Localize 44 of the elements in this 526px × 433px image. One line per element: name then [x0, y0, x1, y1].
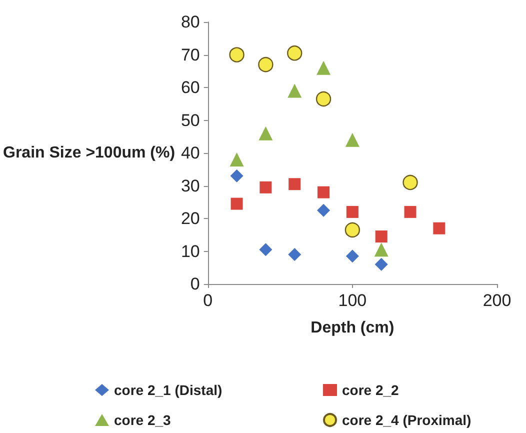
point [374, 242, 388, 257]
legend-label: core 2_4 (Proximal) [342, 412, 472, 428]
y-tick-label: 40 [180, 144, 200, 162]
x-tick-label: 100 [338, 291, 367, 310]
point [346, 250, 359, 263]
y-axis-title: Grain Size >100um (%) [3, 144, 176, 162]
point [230, 198, 243, 210]
legend-label: core 2_1 (Distal) [114, 382, 222, 398]
x-tick-label: 0 [203, 291, 213, 310]
point [258, 126, 273, 140]
y-tick-label: 10 [180, 242, 200, 261]
y-tick-label: 0 [190, 274, 200, 294]
legend-label: core 2_2 [342, 382, 400, 398]
y-tick-label: 70 [180, 45, 200, 64]
legend-label: core 2_3 [114, 412, 172, 428]
point [259, 243, 272, 256]
point [316, 60, 331, 75]
y-tick-label: 30 [180, 176, 200, 196]
point [229, 47, 244, 62]
y-tick-label: 80 [180, 12, 200, 32]
point [402, 174, 418, 190]
point [287, 46, 302, 61]
point [230, 152, 244, 167]
point [288, 178, 301, 190]
point [230, 169, 244, 182]
x-tick-label: 200 [482, 291, 512, 310]
y-tick-label: 50 [180, 110, 200, 130]
point [344, 222, 360, 238]
point [288, 84, 302, 98]
point [346, 206, 358, 218]
point [258, 56, 274, 72]
point [433, 222, 446, 234]
x-axis-title: Depth (cm) [310, 320, 394, 336]
point [316, 91, 332, 107]
point [375, 230, 388, 243]
point [404, 206, 416, 218]
point [288, 248, 302, 262]
point [260, 181, 272, 194]
y-tick-label: 60 [180, 78, 200, 97]
point [317, 204, 330, 217]
point [374, 258, 388, 271]
y-tick-label: 20 [180, 209, 200, 228]
point [345, 132, 360, 147]
point [318, 186, 330, 198]
